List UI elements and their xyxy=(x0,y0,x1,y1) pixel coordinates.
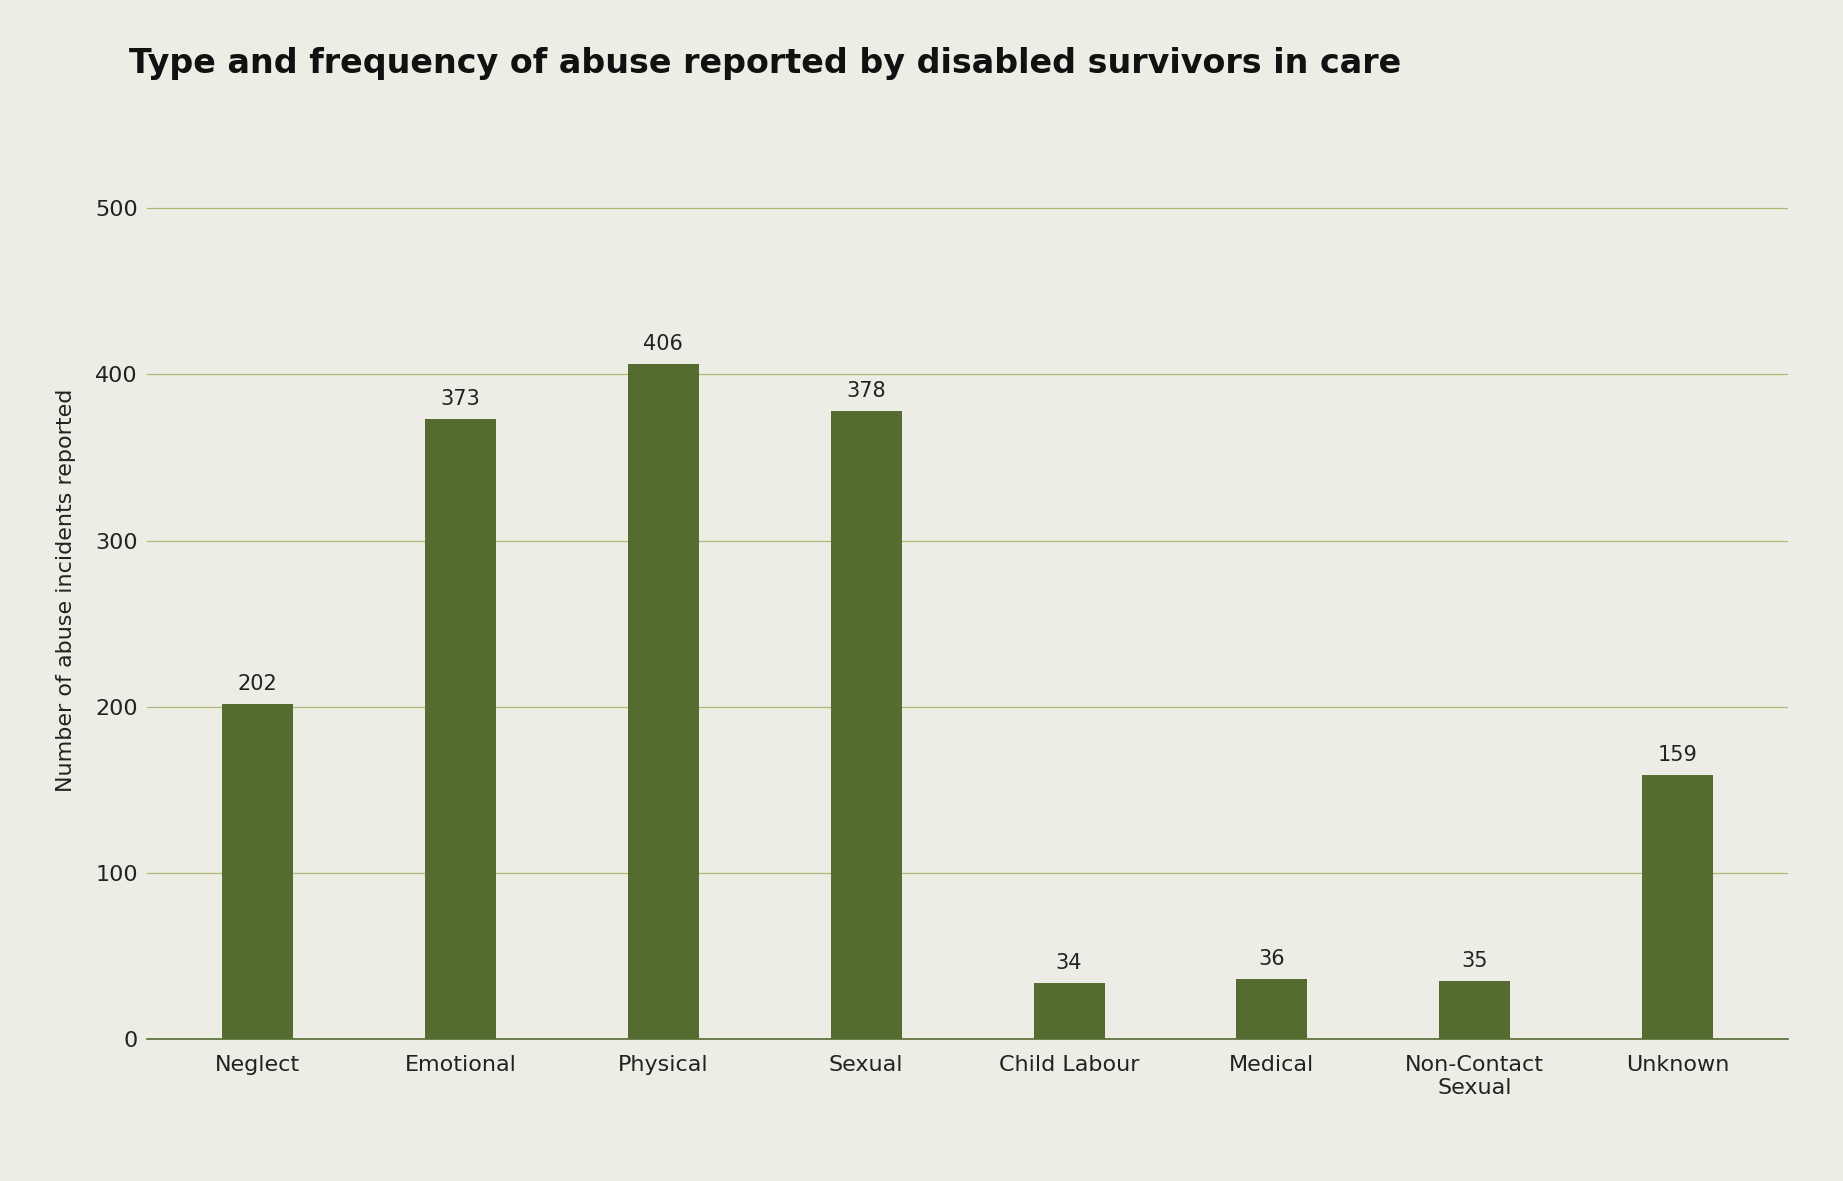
Bar xyxy=(221,704,293,1039)
Text: 36: 36 xyxy=(1259,950,1285,970)
Text: 35: 35 xyxy=(1461,951,1487,971)
Text: 159: 159 xyxy=(1657,745,1697,765)
Bar xyxy=(831,411,901,1039)
Bar xyxy=(1237,979,1307,1039)
Text: 34: 34 xyxy=(1056,953,1082,973)
Text: 378: 378 xyxy=(846,381,886,402)
Bar xyxy=(1034,983,1104,1039)
Text: 373: 373 xyxy=(440,390,481,410)
Text: Type and frequency of abuse reported by disabled survivors in care: Type and frequency of abuse reported by … xyxy=(129,47,1401,80)
Bar xyxy=(1642,775,1714,1039)
Bar xyxy=(426,419,496,1039)
Y-axis label: Number of abuse incidents reported: Number of abuse incidents reported xyxy=(55,389,76,792)
Text: 202: 202 xyxy=(238,673,278,693)
Text: 406: 406 xyxy=(643,334,684,354)
Bar xyxy=(628,365,698,1039)
Bar xyxy=(1439,981,1509,1039)
